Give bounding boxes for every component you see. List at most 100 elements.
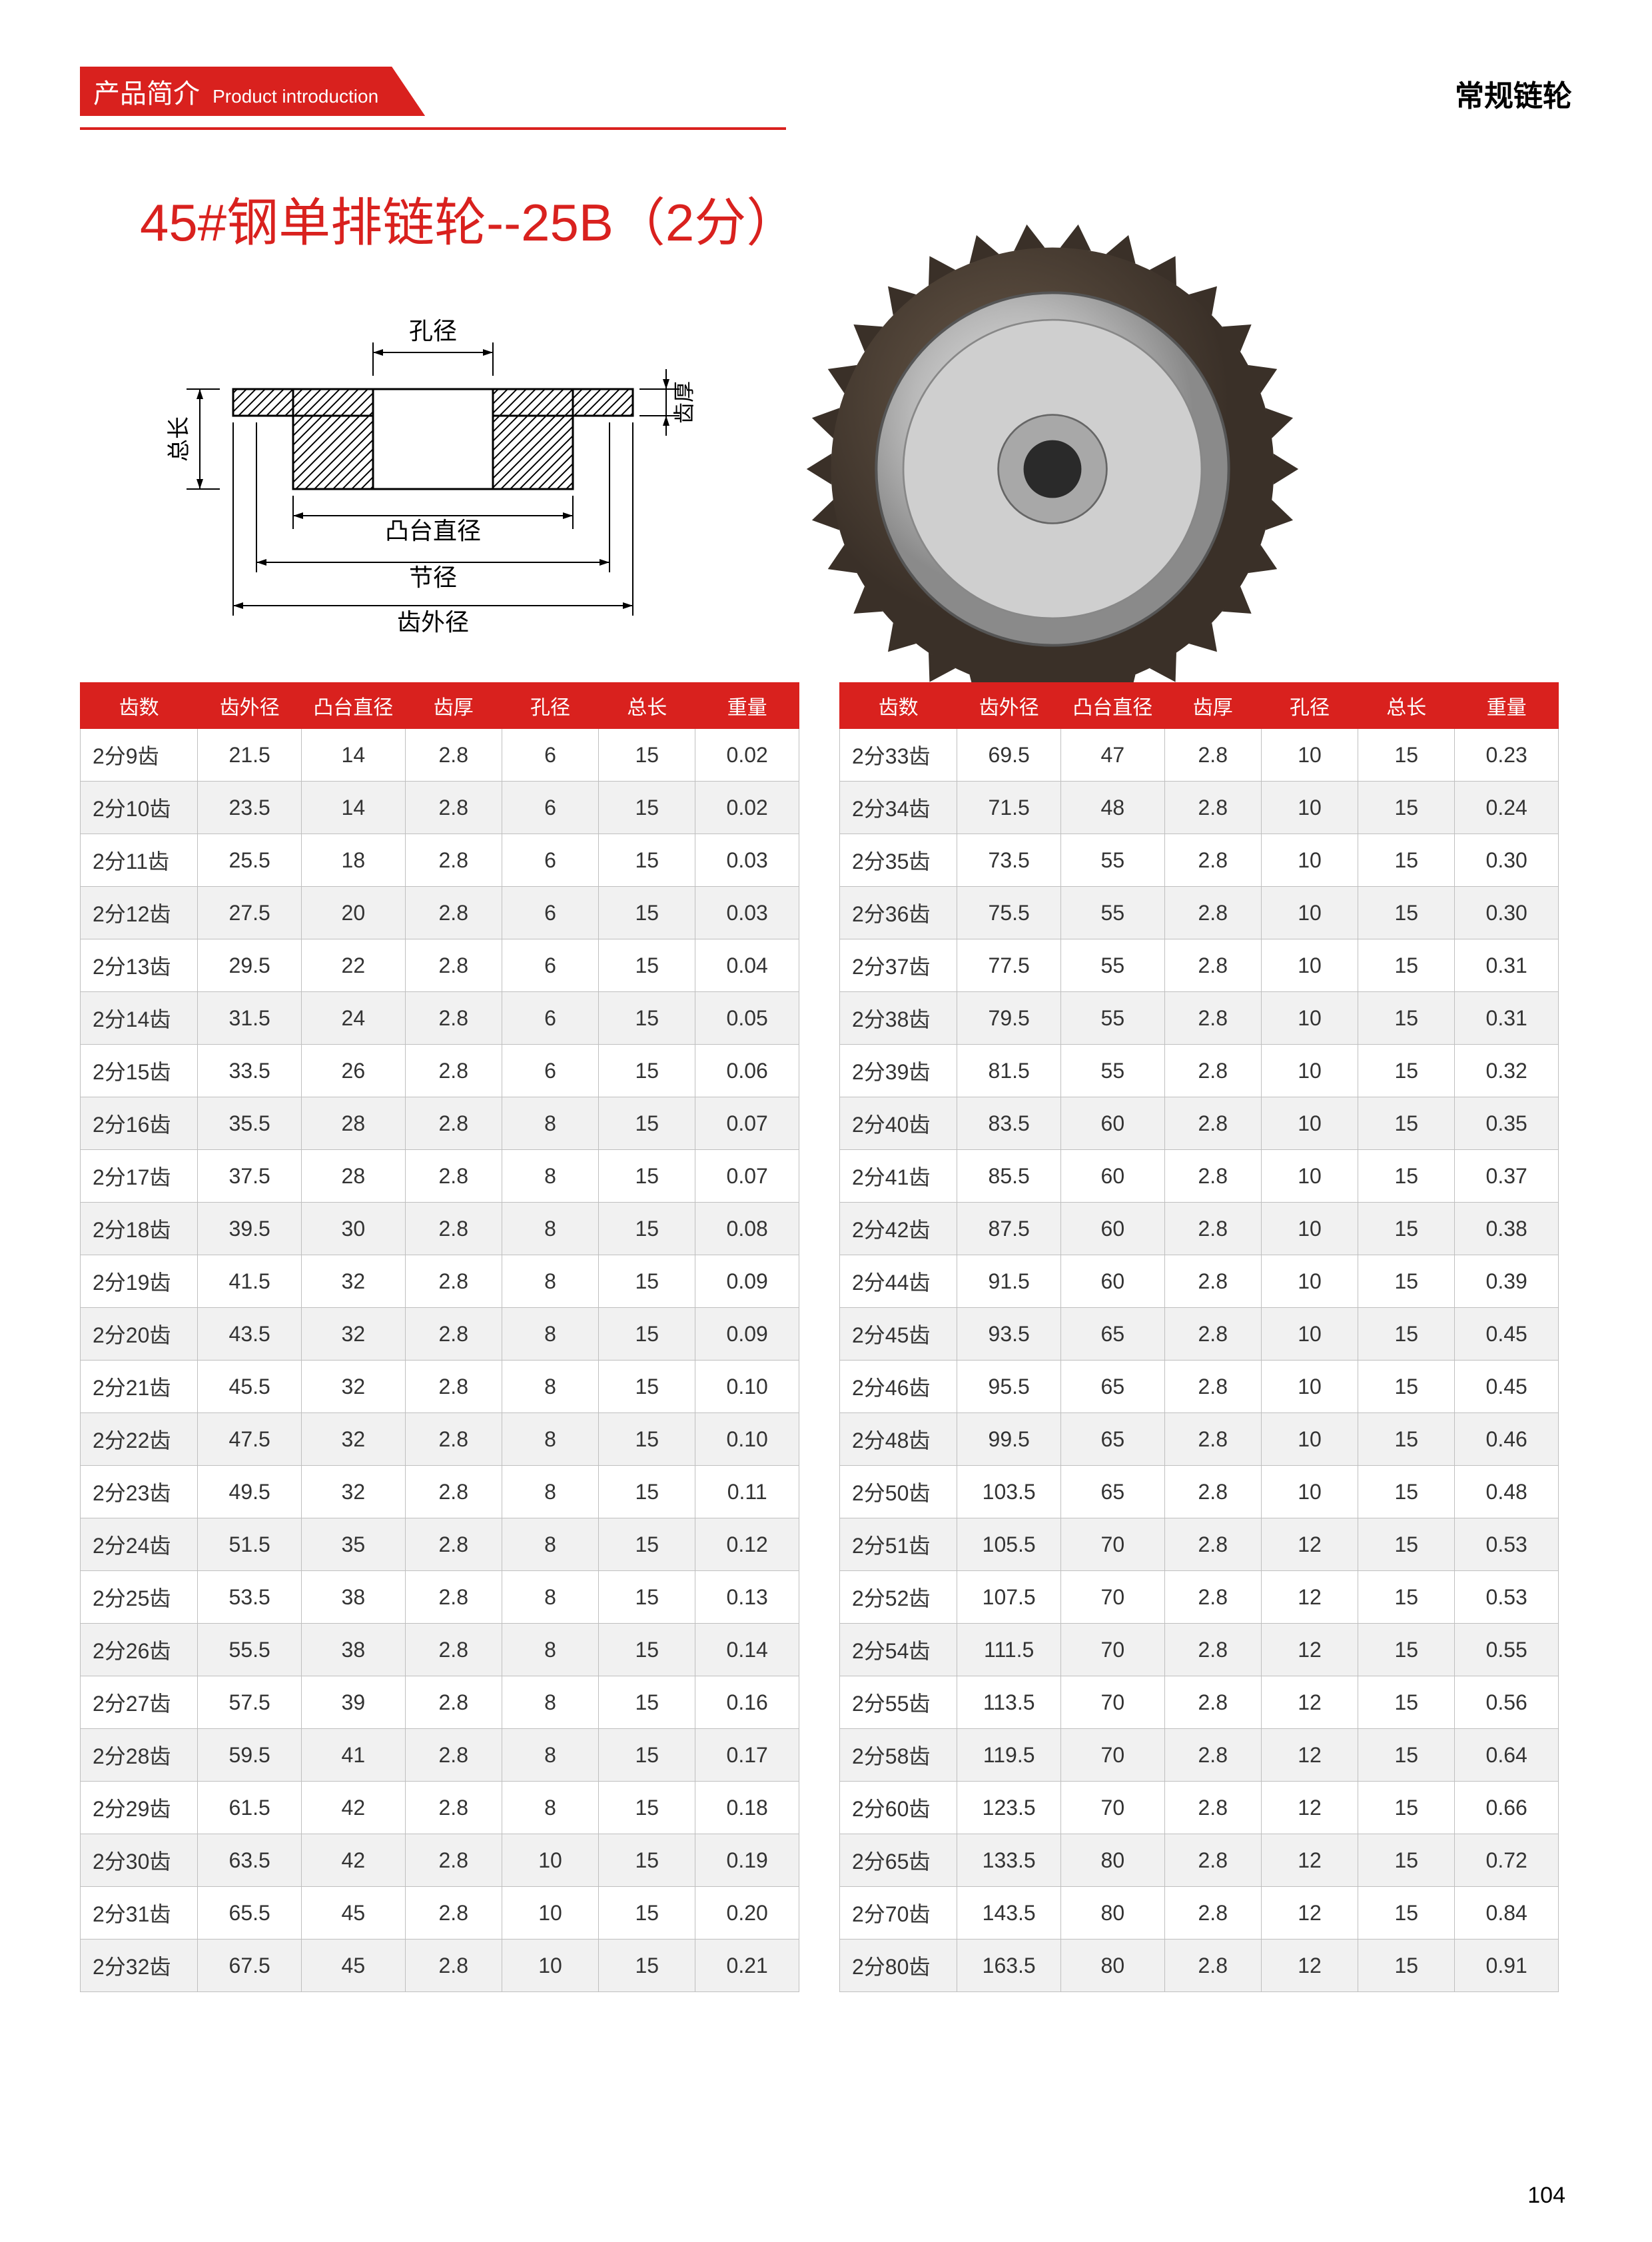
table-cell: 70 xyxy=(1061,1624,1165,1676)
table-cell: 65 xyxy=(1061,1466,1165,1518)
table-cell: 83.5 xyxy=(957,1097,1061,1150)
col-header: 齿外径 xyxy=(957,683,1061,729)
table-cell: 2.8 xyxy=(1164,1413,1261,1466)
table-cell: 65.5 xyxy=(198,1887,302,1940)
table-cell: 2.8 xyxy=(405,1940,502,1992)
table-cell: 77.5 xyxy=(957,939,1061,992)
table-cell: 27.5 xyxy=(198,887,302,939)
table-cell: 2分28齿 xyxy=(81,1729,198,1782)
table-row: 2分41齿85.5602.810150.37 xyxy=(840,1150,1559,1203)
table-cell: 12 xyxy=(1261,1729,1358,1782)
table-cell: 15 xyxy=(1358,1203,1455,1255)
table-row: 2分50齿103.5652.810150.48 xyxy=(840,1466,1559,1518)
table-cell: 2分58齿 xyxy=(840,1729,957,1782)
table-cell: 2.8 xyxy=(405,1308,502,1361)
table-cell: 2.8 xyxy=(1164,1466,1261,1518)
table-cell: 2分25齿 xyxy=(81,1571,198,1624)
table-cell: 12 xyxy=(1261,1518,1358,1571)
category-label: 常规链轮 xyxy=(1455,72,1572,115)
table-row: 2分20齿43.5322.88150.09 xyxy=(81,1308,799,1361)
table-cell: 15 xyxy=(599,1413,695,1466)
table-cell: 2分30齿 xyxy=(81,1834,198,1887)
table-cell: 32 xyxy=(302,1361,406,1413)
table-row: 2分26齿55.5382.88150.14 xyxy=(81,1624,799,1676)
table-cell: 6 xyxy=(502,939,598,992)
table-cell: 15 xyxy=(1358,1045,1455,1097)
table-cell: 15 xyxy=(599,729,695,782)
table-cell: 0.30 xyxy=(1455,887,1559,939)
table-cell: 60 xyxy=(1061,1255,1165,1308)
table-cell: 8 xyxy=(502,1782,598,1834)
table-cell: 2.8 xyxy=(1164,1203,1261,1255)
table-cell: 2.8 xyxy=(1164,1255,1261,1308)
page-number: 104 xyxy=(1527,2183,1565,2209)
table-cell: 15 xyxy=(599,1518,695,1571)
table-cell: 0.10 xyxy=(695,1413,799,1466)
col-header: 齿厚 xyxy=(405,683,502,729)
table-cell: 2.8 xyxy=(405,1571,502,1624)
table-cell: 33.5 xyxy=(198,1045,302,1097)
table-cell: 2分14齿 xyxy=(81,992,198,1045)
table-row: 2分42齿87.5602.810150.38 xyxy=(840,1203,1559,1255)
table-cell: 0.45 xyxy=(1455,1361,1559,1413)
table-cell: 15 xyxy=(599,1255,695,1308)
table-cell: 70 xyxy=(1061,1676,1165,1729)
table-cell: 2.8 xyxy=(405,782,502,834)
table-cell: 0.09 xyxy=(695,1255,799,1308)
table-cell: 15 xyxy=(599,1782,695,1834)
table-cell: 70 xyxy=(1061,1729,1165,1782)
table-cell: 2.8 xyxy=(1164,1150,1261,1203)
table-cell: 10 xyxy=(1261,1255,1358,1308)
table-cell: 28 xyxy=(302,1150,406,1203)
table-cell: 2分39齿 xyxy=(840,1045,957,1097)
table-cell: 8 xyxy=(502,1203,598,1255)
table-cell: 15 xyxy=(1358,1887,1455,1940)
table-cell: 0.20 xyxy=(695,1887,799,1940)
table-cell: 93.5 xyxy=(957,1308,1061,1361)
table-cell: 8 xyxy=(502,1255,598,1308)
table-cell: 63.5 xyxy=(198,1834,302,1887)
table-cell: 15 xyxy=(1358,939,1455,992)
table-cell: 113.5 xyxy=(957,1676,1061,1729)
table-cell: 133.5 xyxy=(957,1834,1061,1887)
table-cell: 10 xyxy=(1261,1097,1358,1150)
table-row: 2分58齿119.5702.812150.64 xyxy=(840,1729,1559,1782)
table-cell: 2.8 xyxy=(405,1466,502,1518)
table-cell: 14 xyxy=(302,782,406,834)
table-cell: 10 xyxy=(502,1834,598,1887)
table-cell: 2分15齿 xyxy=(81,1045,198,1097)
table-cell: 32 xyxy=(302,1255,406,1308)
table-cell: 2.8 xyxy=(405,1097,502,1150)
table-cell: 12 xyxy=(1261,1940,1358,1992)
table-cell: 2.8 xyxy=(1164,1940,1261,1992)
table-cell: 0.45 xyxy=(1455,1308,1559,1361)
table-cell: 2.8 xyxy=(405,1413,502,1466)
table-cell: 0.66 xyxy=(1455,1782,1559,1834)
product-photo xyxy=(799,282,1306,656)
table-cell: 41 xyxy=(302,1729,406,1782)
col-header: 齿数 xyxy=(81,683,198,729)
table-cell: 15 xyxy=(1358,1676,1455,1729)
table-cell: 8 xyxy=(502,1676,598,1729)
table-cell: 2分50齿 xyxy=(840,1466,957,1518)
table-row: 2分27齿57.5392.88150.16 xyxy=(81,1676,799,1729)
table-cell: 0.11 xyxy=(695,1466,799,1518)
table-cell: 15 xyxy=(599,1887,695,1940)
table-cell: 15 xyxy=(1358,729,1455,782)
table-cell: 2分21齿 xyxy=(81,1361,198,1413)
table-row: 2分29齿61.5422.88150.18 xyxy=(81,1782,799,1834)
col-header: 孔径 xyxy=(502,683,598,729)
table-cell: 2分51齿 xyxy=(840,1518,957,1571)
table-row: 2分46齿95.5652.810150.45 xyxy=(840,1361,1559,1413)
table-cell: 2.8 xyxy=(405,1045,502,1097)
table-cell: 0.23 xyxy=(1455,729,1559,782)
table-cell: 23.5 xyxy=(198,782,302,834)
table-row: 2分80齿163.5802.812150.91 xyxy=(840,1940,1559,1992)
label-bore: 孔径 xyxy=(409,317,457,344)
table-cell: 6 xyxy=(502,782,598,834)
table-cell: 0.91 xyxy=(1455,1940,1559,1992)
table-row: 2分39齿81.5552.810150.32 xyxy=(840,1045,1559,1097)
table-cell: 0.18 xyxy=(695,1782,799,1834)
table-cell: 2分48齿 xyxy=(840,1413,957,1466)
table-cell: 2分16齿 xyxy=(81,1097,198,1150)
